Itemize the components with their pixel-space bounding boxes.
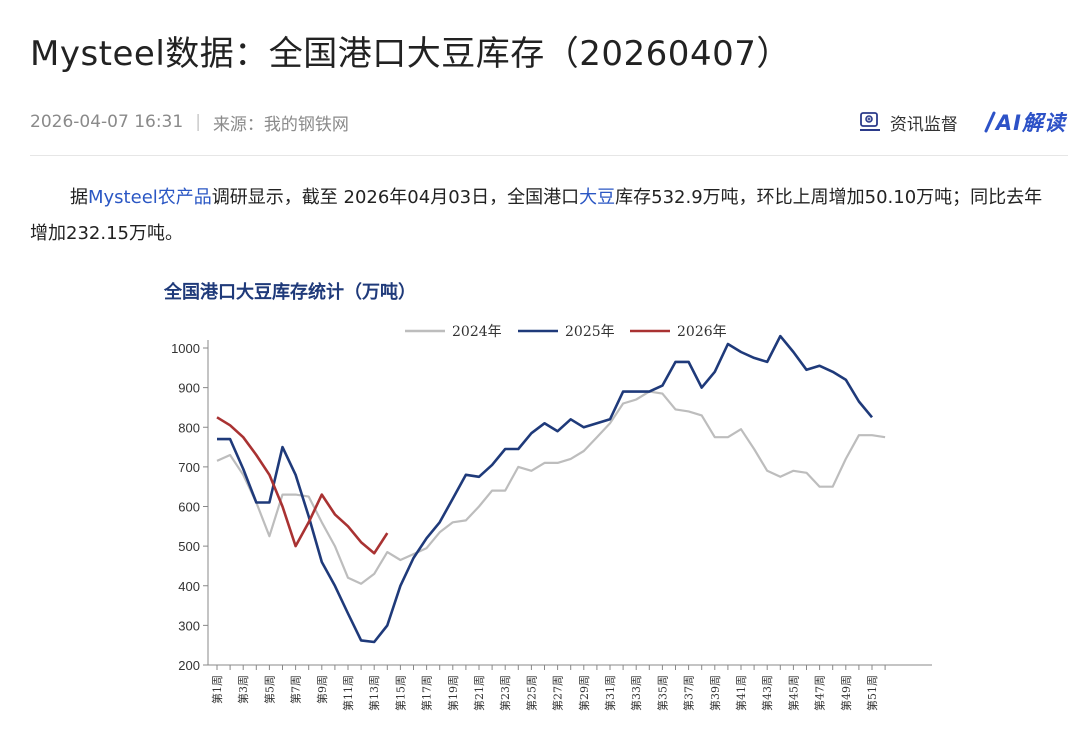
x-tick-label: 第11周 xyxy=(341,675,355,711)
series-line-2024 xyxy=(216,390,886,585)
legend-label-2024: 2024年 xyxy=(452,324,502,340)
y-tick-label: 700 xyxy=(178,460,200,475)
para-text-1: 据 xyxy=(70,187,88,208)
para-text-3: 库存532.9万吨，环比上周增加50.10万吨；同比去年增加232.15万吨。 xyxy=(30,187,1043,244)
meta-separator: | xyxy=(195,112,201,132)
y-tick-label: 500 xyxy=(178,539,200,554)
meta-actions: 资讯监督 AI解读 xyxy=(858,107,1066,137)
ai-label: AI解读 xyxy=(995,111,1066,135)
x-tick-label: 第27周 xyxy=(551,675,565,711)
article-paragraph: 据Mysteel农产品调研显示，截至 2026年04月03日，全国港口大豆库存5… xyxy=(30,180,1060,252)
x-tick-label: 第39周 xyxy=(708,675,722,711)
y-tick-label: 300 xyxy=(178,618,200,633)
x-tick-label: 第31周 xyxy=(603,675,617,711)
legend-label-2025: 2025年 xyxy=(565,324,615,340)
y-tick-label: 900 xyxy=(178,381,200,396)
x-tick-label: 第25周 xyxy=(524,675,538,711)
x-tick-label: 第49周 xyxy=(839,675,853,711)
y-tick-label: 1000 xyxy=(171,341,200,356)
y-tick-label: 400 xyxy=(178,579,200,594)
ai-slash-icon xyxy=(984,111,996,133)
article-meta: 2026-04-07 16:31 | 来源：我的钢铁网 资讯监督 AI解读 xyxy=(30,108,1066,136)
x-tick-label: 第17周 xyxy=(420,675,434,711)
y-tick-label: 600 xyxy=(178,500,200,515)
x-tick-label: 第43周 xyxy=(760,675,774,711)
series-line-2026 xyxy=(216,416,389,555)
mysteel-agri-link[interactable]: Mysteel农产品 xyxy=(88,187,212,208)
y-tick-label: 800 xyxy=(178,420,200,435)
page-title: Mysteel数据：全国港口大豆库存（20260407） xyxy=(30,34,791,74)
series-line-2025 xyxy=(217,334,874,644)
x-tick-label: 第23周 xyxy=(498,675,512,711)
x-tick-label: 第51周 xyxy=(865,675,879,711)
soybean-link[interactable]: 大豆 xyxy=(579,187,616,208)
monitor-shield-icon xyxy=(859,112,880,131)
x-tick-label: 第13周 xyxy=(367,675,381,711)
x-tick-label: 第35周 xyxy=(655,675,669,711)
x-tick-label: 第19周 xyxy=(446,675,460,711)
header-divider xyxy=(30,155,1068,156)
x-tick-label: 第33周 xyxy=(629,675,643,711)
legend-label-2026: 2026年 xyxy=(677,324,727,340)
x-tick-label: 第7周 xyxy=(289,675,303,704)
soybean-inventory-chart: 全国港口大豆库存统计（万吨） 200 300 400 500 600 700 800 900 10… xyxy=(163,281,932,711)
source-label: 来源：我的钢铁网 xyxy=(212,114,349,135)
y-tick-label: 200 xyxy=(178,658,200,673)
x-tick-label: 第41周 xyxy=(734,675,748,711)
ai-interpret-button[interactable]: AI解读 xyxy=(982,107,1066,137)
x-tick-label: 第29周 xyxy=(577,675,591,711)
publish-date: 2026-04-07 16:31 xyxy=(30,112,184,132)
monitor-label: 资讯监督 xyxy=(889,114,958,135)
x-tick-label: 第5周 xyxy=(262,675,276,704)
x-tick-label: 第1周 xyxy=(210,675,224,704)
para-text-2: 调研显示，截至 2026年04月03日，全国港口 xyxy=(211,187,580,208)
x-tick-label: 第9周 xyxy=(315,675,329,704)
x-tick-label: 第47周 xyxy=(813,675,827,711)
x-tick-label: 第3周 xyxy=(236,675,250,704)
x-tick-label: 第15周 xyxy=(393,675,407,711)
x-tick-label: 第21周 xyxy=(472,675,486,711)
x-tick-label: 第45周 xyxy=(786,675,800,711)
chart-title: 全国港口大豆库存统计（万吨） xyxy=(163,281,416,303)
monitor-button[interactable]: 资讯监督 xyxy=(858,110,958,135)
x-tick-label: 第37周 xyxy=(682,675,696,711)
